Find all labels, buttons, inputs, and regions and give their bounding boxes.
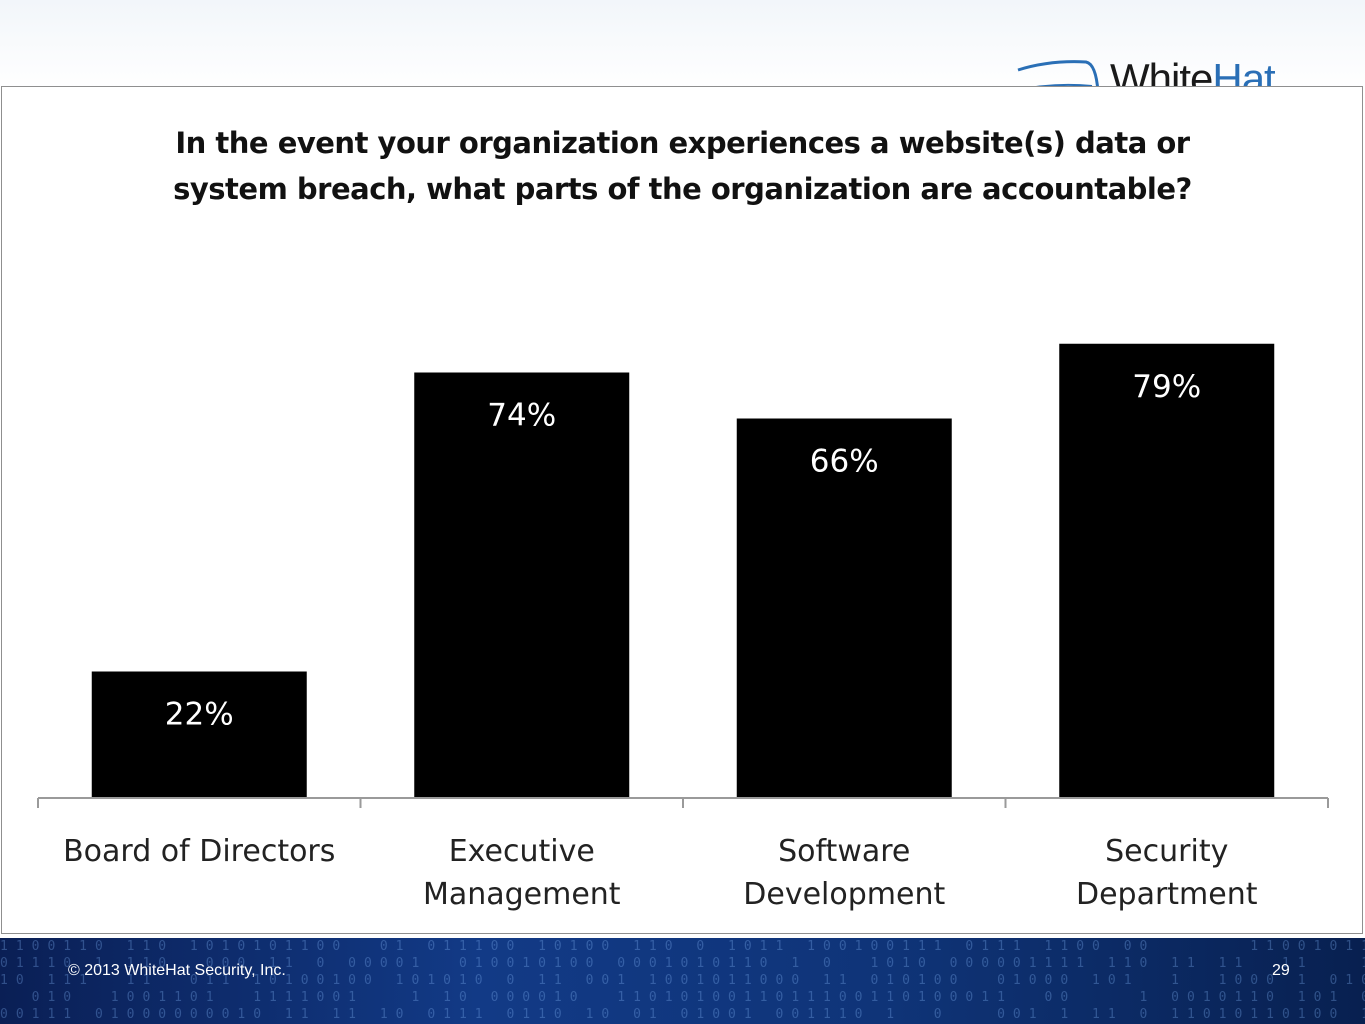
data-label-3: 79% — [1132, 369, 1201, 405]
category-label-1-0: Executive — [449, 834, 595, 869]
footer-binary-pattern: 1100110 110 1010101100 01 011100 10100 1… — [0, 939, 1365, 1022]
category-label-2-0: Software — [778, 834, 910, 869]
bar-2 — [736, 418, 952, 798]
bar-chart: 22% Board of Directors 74% Executive Managem… — [37, 343, 1329, 912]
page-number: 29 — [1272, 962, 1290, 979]
chart-title-line-1: In the event your organization experienc… — [175, 126, 1190, 160]
data-label-2: 66% — [810, 444, 879, 480]
bar-3 — [1059, 343, 1275, 798]
footer-band: 1100110 110 1010101100 01 011100 10100 1… — [0, 938, 1365, 1024]
category-label-3-0: Security — [1105, 834, 1228, 869]
logo-wordmark: WhiteHat — [1110, 55, 1276, 92]
category-label-2-1: Development — [743, 877, 945, 912]
data-label-1: 74% — [487, 398, 556, 434]
whitehat-logo: WhiteHat — [1010, 52, 1310, 92]
category-label-0-0: Board of Directors — [63, 834, 335, 869]
bar-0 — [91, 671, 307, 798]
logo-text-accent: Hat — [1212, 55, 1275, 92]
chart-title-line-2: system breach, what parts of the organiz… — [173, 172, 1192, 206]
category-label-1-1: Management — [423, 877, 621, 912]
data-label-0: 22% — [165, 697, 234, 733]
category-label-3-1: Department — [1076, 877, 1258, 912]
chart-title: In the event your organization experienc… — [0, 120, 1365, 212]
bar-1 — [414, 372, 630, 798]
copyright-text: © 2013 WhiteHat Security, Inc. — [68, 962, 286, 979]
logo-text-main: White — [1110, 55, 1213, 92]
